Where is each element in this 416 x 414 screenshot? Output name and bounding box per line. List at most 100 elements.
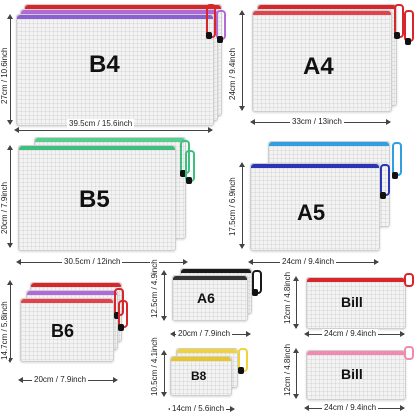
a5-bag-front: A5 <box>250 163 380 251</box>
a5-label: A5 <box>297 200 326 225</box>
navy-zipper <box>251 164 379 168</box>
arrow-left-icon <box>250 119 255 125</box>
red-zipper <box>25 5 221 9</box>
yellow-zipper <box>171 357 231 361</box>
black-zipper <box>173 276 247 280</box>
b8-height-label: 10.5cm / 4.1inch <box>150 337 159 396</box>
red-zipper <box>258 5 396 9</box>
arrow-down-icon <box>7 243 13 248</box>
b5-height-label: 20cm / 7.9inch <box>0 181 9 234</box>
yellow-zipper <box>177 349 237 353</box>
a6-width-label: 20cm / 7.9inch <box>176 329 233 338</box>
b5-bag-front: B5 <box>18 145 176 251</box>
b6-width-label: 20cm / 7.9inch <box>32 375 89 384</box>
bill-pink-width-label: 24cm / 9.4inch <box>322 403 379 412</box>
b8-width-label: 14cm / 5.6inch <box>170 404 227 413</box>
a4-bag-front: A4 <box>252 10 392 112</box>
arrow-down-icon <box>161 392 167 397</box>
bill-pink-label: Bill <box>341 366 363 382</box>
arrow-left-icon <box>248 259 253 265</box>
arrow-up-icon <box>7 280 13 285</box>
red-zipper <box>253 11 391 15</box>
purple-zipper <box>21 10 217 14</box>
dimension-line <box>242 164 243 248</box>
arrow-right-icon <box>400 405 405 411</box>
green-zipper <box>35 138 185 142</box>
arrow-right-icon <box>208 127 213 133</box>
a4-height-label: 24cm / 9.4inch <box>228 47 237 100</box>
arrow-left-icon <box>16 259 21 265</box>
green-zipper <box>19 146 175 150</box>
arrow-right-icon <box>183 259 188 265</box>
red-zipper <box>21 299 113 303</box>
zipper-tab <box>238 367 244 374</box>
zipper-tab <box>114 312 120 319</box>
dimension-line <box>10 147 11 247</box>
bill-red-label: Bill <box>341 294 363 310</box>
zipper-tab <box>380 192 386 199</box>
arrow-down-icon <box>239 106 245 111</box>
zipper-tab <box>186 177 192 184</box>
arrow-left-icon <box>304 405 309 411</box>
dimension-line <box>16 130 212 131</box>
zipper-tab <box>394 32 400 39</box>
dimension-line <box>242 12 243 110</box>
purple-zipper <box>17 15 213 19</box>
arrow-left-icon <box>170 331 175 337</box>
bill-red-height-label: 12cm / 4.8inch <box>283 271 292 324</box>
a4-width-label: 33cm / 13inch <box>290 117 344 126</box>
arrow-right-icon <box>386 119 391 125</box>
pink-zipper <box>307 351 405 355</box>
dimension-line <box>164 352 165 396</box>
arrow-down-icon <box>161 316 167 321</box>
b6-height-label: 14.7cm / 5.8inch <box>0 301 9 360</box>
b6-bag-front: B6 <box>20 298 114 362</box>
zipper-tab <box>206 32 212 39</box>
a4-label: A4 <box>303 53 334 80</box>
arrow-down-icon <box>239 244 245 249</box>
zipper-tab <box>180 170 186 177</box>
arrow-left-icon <box>14 127 19 133</box>
b5-label: B5 <box>79 186 110 213</box>
red-zipper <box>31 283 121 287</box>
b6-label: B6 <box>51 321 75 341</box>
arrow-down-icon <box>293 324 299 329</box>
b8-bag-front: B8 <box>170 356 232 396</box>
arrow-up-icon <box>293 276 299 281</box>
dimension-line <box>164 272 165 320</box>
arrow-right-icon <box>374 259 379 265</box>
b4-height-label: 27cm / 10.6inch <box>0 47 9 104</box>
b8-label: B8 <box>191 369 207 383</box>
arrow-right-icon <box>113 377 118 383</box>
bill-red-width-label: 24cm / 9.4inch <box>322 329 379 338</box>
dimension-line <box>296 350 297 398</box>
red-zipper <box>307 278 405 282</box>
arrow-left-icon <box>304 331 309 337</box>
zipper-tab <box>217 36 223 43</box>
a5-height-label: 17.5cm / 6.9inch <box>228 177 237 236</box>
a6-bag-front: A6 <box>172 275 248 321</box>
bill-pink-bag: Bill <box>306 350 406 400</box>
arrow-down-icon <box>293 394 299 399</box>
blue-zipper <box>269 142 389 146</box>
zipper-pull-blue <box>392 142 402 176</box>
a6-height-label: 12.5cm / 4.9inch <box>150 259 159 318</box>
a6-label: A6 <box>197 290 215 306</box>
arrow-up-icon <box>161 270 167 275</box>
b4-bag-group: B4 27cm / 10.6inch <box>0 0 240 135</box>
black-zipper <box>181 269 251 273</box>
bill-pink-height-label: 12cm / 4.8inch <box>283 343 292 396</box>
bill-red-bag: Bill <box>306 277 406 329</box>
b4-bag-front: B4 <box>16 14 214 126</box>
zipper-tab <box>405 38 411 45</box>
arrow-down-icon <box>7 358 13 363</box>
arrow-up-icon <box>7 14 13 19</box>
arrow-up-icon <box>293 348 299 353</box>
arrow-up-icon <box>7 145 13 150</box>
arrow-down-icon <box>7 120 13 125</box>
dimension-line <box>10 282 11 362</box>
zipper-pull-pink <box>404 346 414 360</box>
arrow-right-icon <box>246 331 251 337</box>
zipper-tab <box>118 324 124 331</box>
purple-zipper <box>27 291 117 295</box>
